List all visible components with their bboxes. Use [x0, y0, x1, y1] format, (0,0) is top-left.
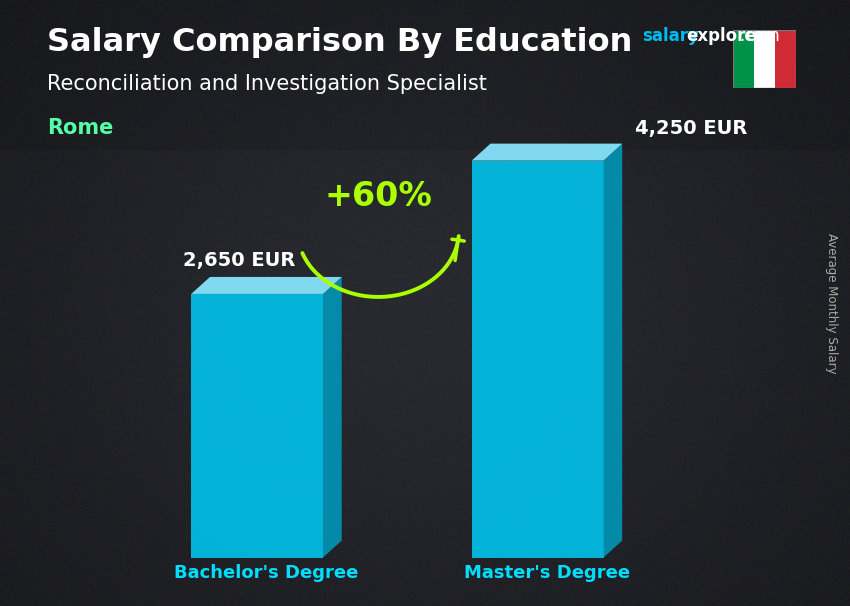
Bar	[754, 30, 775, 88]
Polygon shape	[472, 144, 622, 161]
Text: .com: .com	[740, 27, 780, 45]
Text: explorer: explorer	[686, 27, 765, 45]
Text: Average Monthly Salary: Average Monthly Salary	[824, 233, 838, 373]
Text: Reconciliation and Investigation Specialist: Reconciliation and Investigation Special…	[47, 74, 486, 94]
Text: Bachelor's Degree: Bachelor's Degree	[174, 564, 359, 582]
Polygon shape	[604, 144, 622, 558]
Polygon shape	[472, 161, 604, 558]
Text: Rome: Rome	[47, 118, 113, 138]
Text: salary: salary	[642, 27, 699, 45]
Bar	[775, 30, 796, 88]
Polygon shape	[191, 277, 342, 294]
Bar	[733, 30, 754, 88]
Text: Salary Comparison By Education: Salary Comparison By Education	[47, 27, 632, 58]
Text: 2,650 EUR: 2,650 EUR	[183, 251, 295, 270]
Polygon shape	[323, 277, 342, 558]
Text: Master's Degree: Master's Degree	[464, 564, 630, 582]
Text: +60%: +60%	[325, 181, 432, 213]
Text: 4,250 EUR: 4,250 EUR	[635, 119, 747, 138]
Polygon shape	[191, 294, 323, 558]
